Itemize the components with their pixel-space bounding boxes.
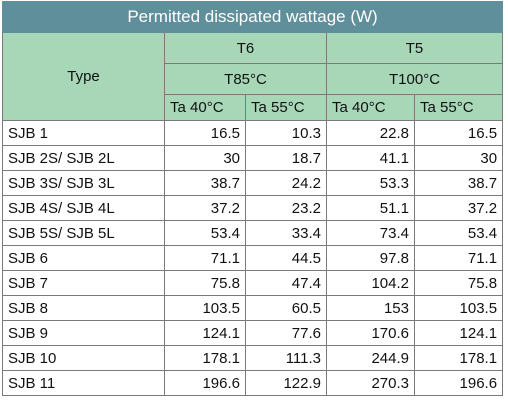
value-cell: 71.1: [413, 245, 504, 271]
value-cell: 47.4: [245, 270, 327, 296]
temp-header-row: T85°C T100°C: [3, 63, 504, 95]
value-cell: 38.7: [164, 170, 246, 196]
value-cell: 170.6: [326, 320, 415, 346]
type-cell: SJB 5S/ SJB 5L: [2, 220, 165, 246]
table-row: SJB 3S/ SJB 3L 38.7 24.2 53.3 38.7: [2, 170, 504, 196]
table-row: SJB 10 178.1 111.3 244.9 178.1: [2, 345, 504, 371]
wattage-table: Permitted dissipated wattage (W) Type T6…: [1, 1, 504, 396]
value-cell: 196.6: [413, 370, 504, 396]
value-cell: 124.1: [164, 320, 246, 346]
value-cell: 53.4: [164, 220, 246, 246]
value-cell: 18.7: [245, 145, 327, 171]
type-cell: SJB 6: [2, 245, 165, 271]
type-cell: SJB 11: [2, 370, 165, 396]
value-cell: 30: [413, 145, 504, 171]
value-cell: 124.1: [413, 320, 504, 346]
value-cell: 103.5: [164, 295, 246, 321]
ambient-header: Ta 55°C: [413, 94, 504, 121]
value-cell: 30: [164, 145, 246, 171]
class-header-t6: T6: [164, 32, 327, 64]
ambient-header-row: Ta 40°C Ta 55°C Ta 40°C Ta 55°C: [3, 94, 504, 121]
table-title-row: Permitted dissipated wattage (W): [1, 1, 504, 33]
value-cell: 41.1: [326, 145, 415, 171]
value-cell: 38.7: [413, 170, 504, 196]
value-cell: 196.6: [164, 370, 246, 396]
value-cell: 73.4: [326, 220, 415, 246]
value-cell: 178.1: [164, 345, 246, 371]
value-cell: 153: [326, 295, 415, 321]
value-cell: 51.1: [326, 195, 415, 221]
value-cell: 44.5: [245, 245, 327, 271]
table-row: SJB 1 16.5 10.3 22.8 16.5: [2, 120, 504, 146]
value-cell: 53.3: [326, 170, 415, 196]
type-cell: SJB 1: [2, 120, 165, 146]
value-cell: 22.8: [326, 120, 415, 146]
ambient-header: Ta 40°C: [164, 94, 246, 121]
class-header-t5: T5: [325, 32, 504, 64]
type-cell: SJB 3S/ SJB 3L: [2, 170, 165, 196]
value-cell: 23.2: [245, 195, 327, 221]
type-cell: SJB 7: [2, 270, 165, 296]
temp-header-t6: T85°C: [164, 63, 327, 95]
type-cell: SJB 10: [2, 345, 165, 371]
table-row: SJB 9 124.1 77.6 170.6 124.1: [2, 320, 504, 346]
table-row: SJB 2S/ SJB 2L 30 18.7 41.1 30: [2, 145, 504, 171]
value-cell: 37.2: [164, 195, 246, 221]
value-cell: 16.5: [413, 120, 504, 146]
value-cell: 104.2: [326, 270, 415, 296]
value-cell: 75.8: [413, 270, 504, 296]
type-cell: SJB 4S/ SJB 4L: [2, 195, 165, 221]
value-cell: 24.2: [245, 170, 327, 196]
type-header: Type: [2, 32, 165, 121]
value-cell: 77.6: [245, 320, 327, 346]
value-cell: 10.3: [245, 120, 327, 146]
table-row: SJB 6 71.1 44.5 97.8 71.1: [2, 245, 504, 271]
type-cell: SJB 9: [2, 320, 165, 346]
value-cell: 33.4: [245, 220, 327, 246]
table-row: SJB 8 103.5 60.5 153 103.5: [2, 295, 504, 321]
type-cell: SJB 8: [2, 295, 165, 321]
value-cell: 71.1: [164, 245, 246, 271]
value-cell: 270.3: [326, 370, 415, 396]
value-cell: 122.9: [245, 370, 327, 396]
table-row: SJB 5S/ SJB 5L 53.4 33.4 73.4 53.4: [2, 220, 504, 246]
value-cell: 37.2: [413, 195, 504, 221]
value-cell: 103.5: [413, 295, 504, 321]
table-row: SJB 7 75.8 47.4 104.2 75.8: [2, 270, 504, 296]
class-header-row: Type T6 T5: [2, 32, 504, 121]
table-row: SJB 4S/ SJB 4L 37.2 23.2 51.1 37.2: [2, 195, 504, 221]
value-cell: 244.9: [326, 345, 415, 371]
value-cell: 53.4: [413, 220, 504, 246]
table-body: SJB 1 16.5 10.3 22.8 16.5 SJB 2S/ SJB 2L 30 18.…: [2, 120, 504, 396]
value-cell: 75.8: [164, 270, 246, 296]
ambient-header: Ta 40°C: [326, 94, 415, 121]
value-cell: 111.3: [245, 345, 327, 371]
value-cell: 16.5: [164, 120, 246, 146]
table-row: SJB 11 196.6 122.9 270.3 196.6: [2, 370, 504, 396]
ambient-header: Ta 55°C: [245, 94, 327, 121]
value-cell: 60.5: [245, 295, 327, 321]
value-cell: 97.8: [326, 245, 415, 271]
value-cell: 178.1: [413, 345, 504, 371]
temp-header-t5: T100°C: [325, 63, 504, 95]
type-cell: SJB 2S/ SJB 2L: [2, 145, 165, 171]
table-title: Permitted dissipated wattage (W): [1, 1, 504, 33]
